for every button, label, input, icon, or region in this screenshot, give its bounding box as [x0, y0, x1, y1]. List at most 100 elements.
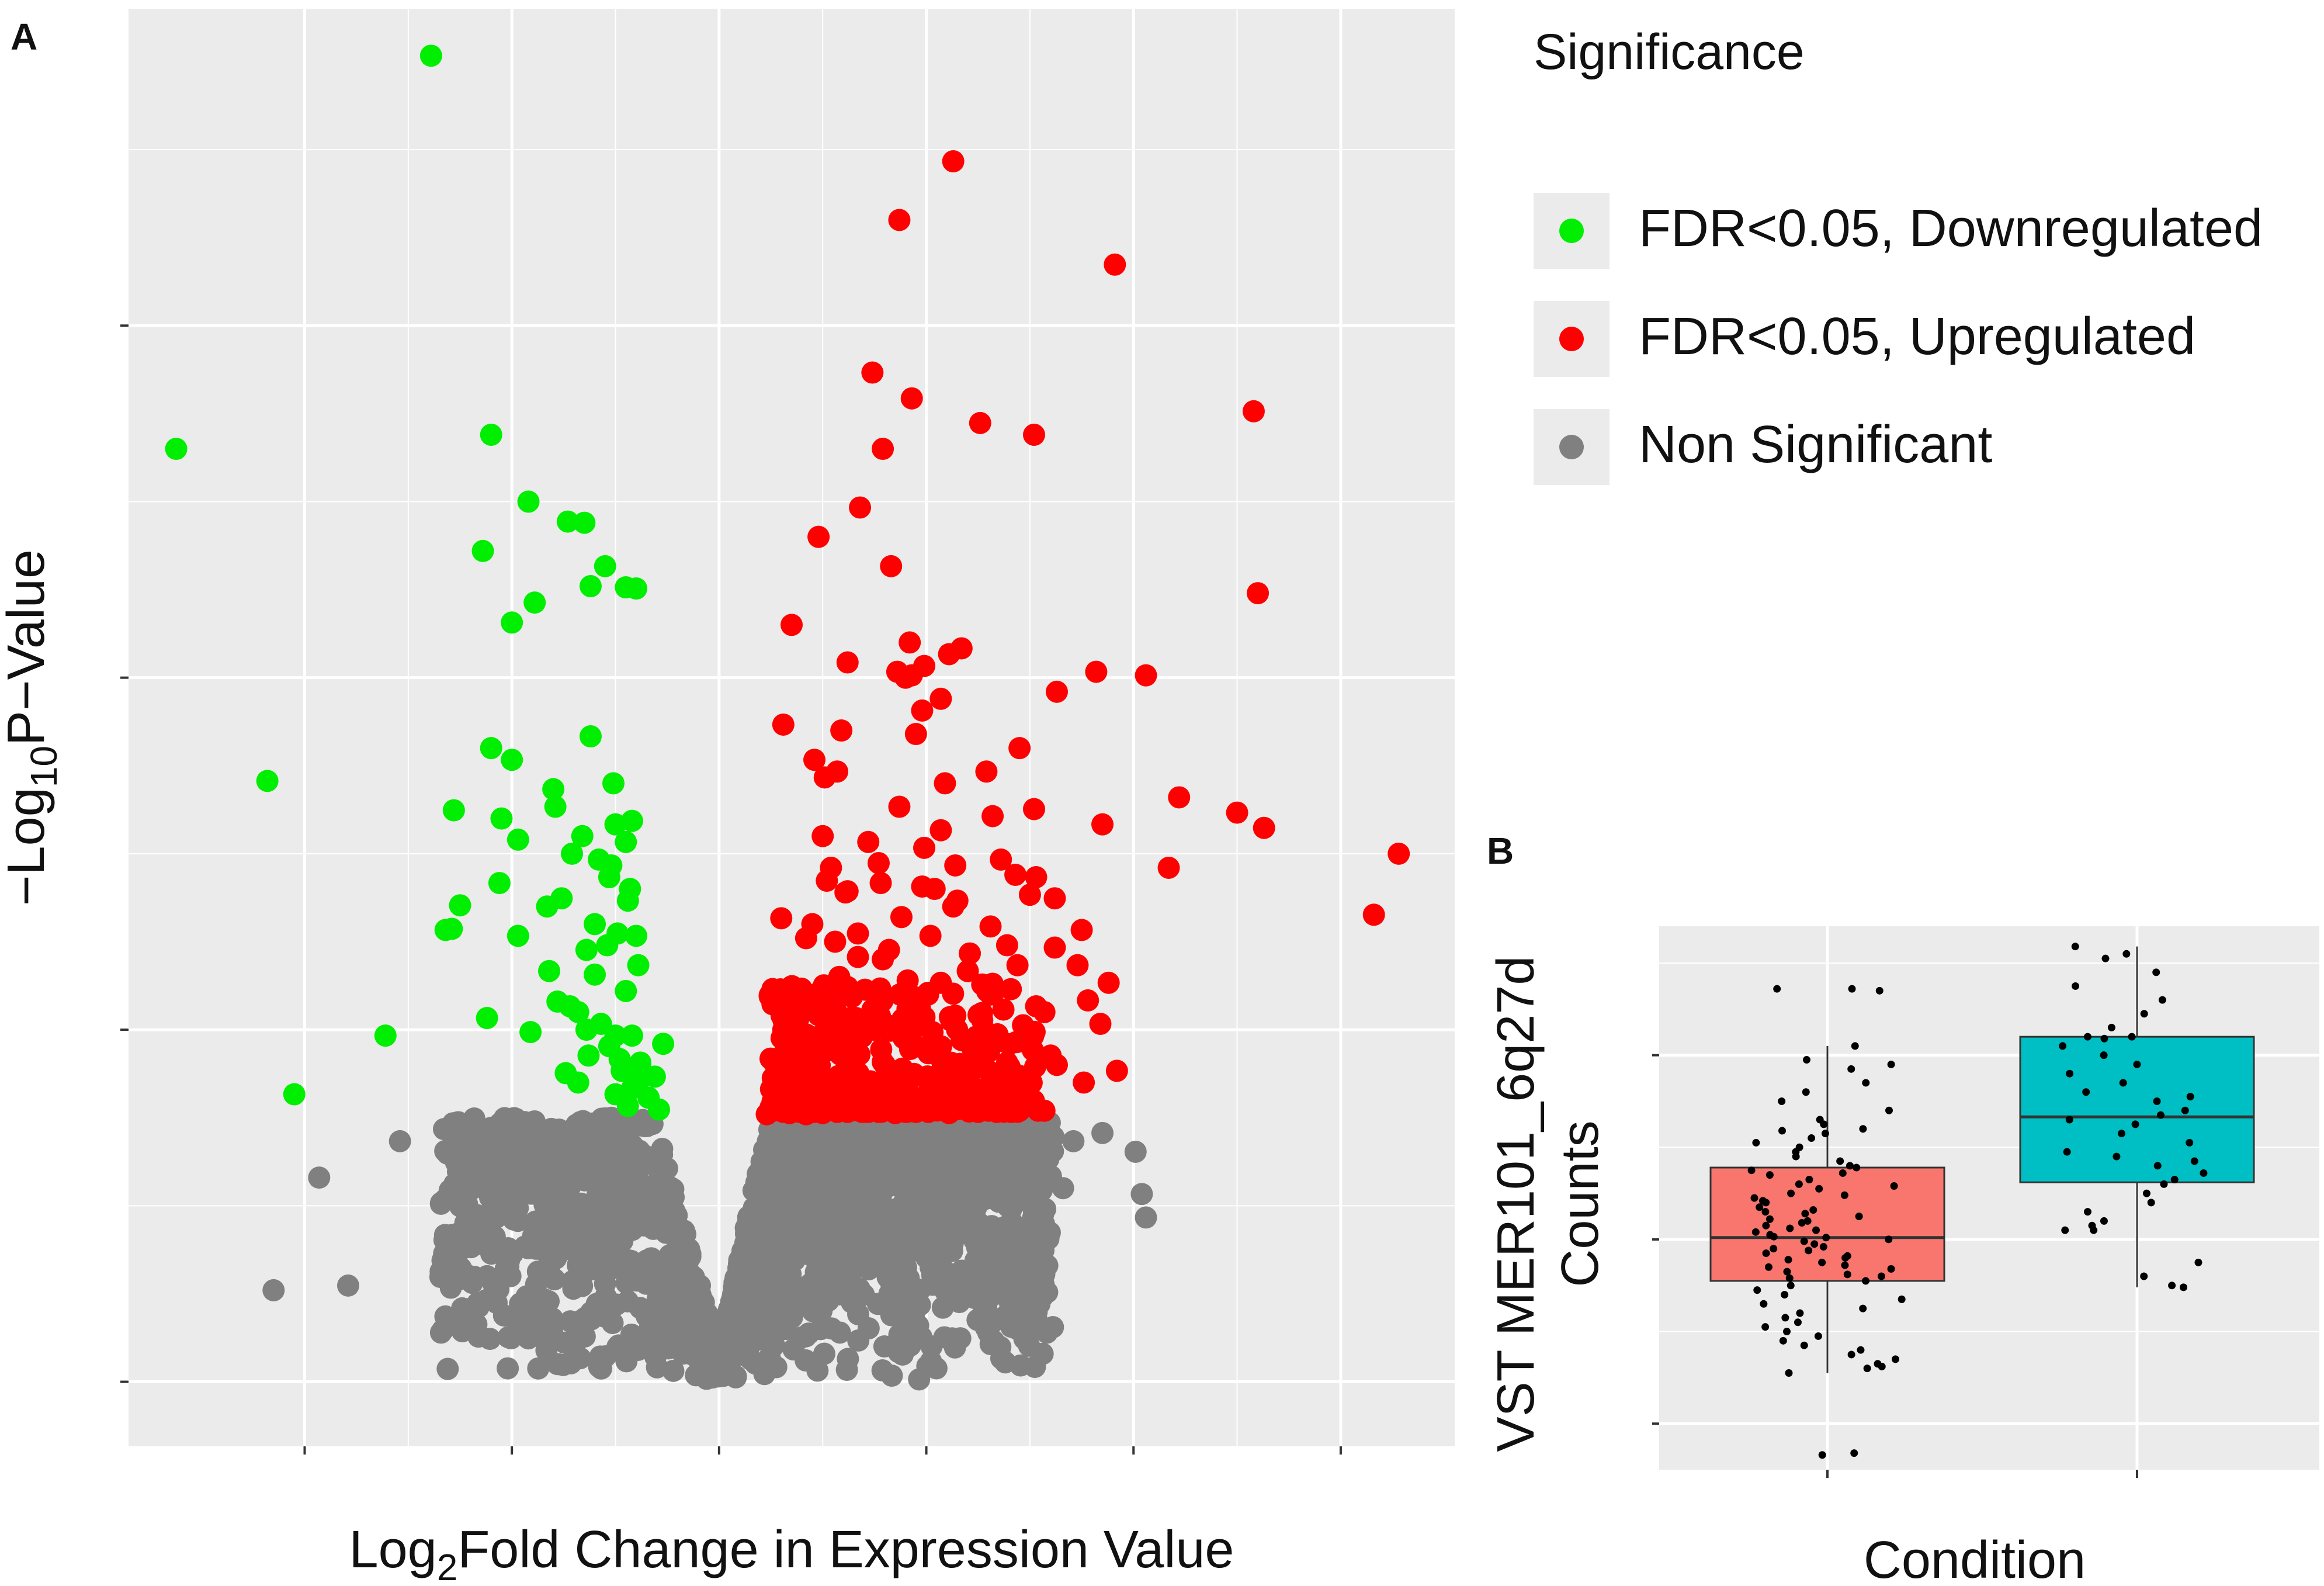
- box-point: [1770, 1245, 1778, 1253]
- box-point: [1818, 1451, 1826, 1459]
- point-non-significant: [308, 1166, 331, 1189]
- point-downregulated: [476, 1007, 498, 1030]
- point-non-significant: [1062, 1130, 1085, 1152]
- point-downregulated: [615, 979, 637, 1002]
- box-point: [1762, 1199, 1770, 1207]
- point-non-significant: [658, 1268, 681, 1290]
- point-non-significant: [546, 1241, 569, 1264]
- point-non-significant: [600, 1106, 623, 1129]
- box-point: [2186, 1093, 2194, 1101]
- point-upregulated: [861, 361, 884, 384]
- box-point: [1795, 1180, 1803, 1188]
- point-downregulated: [523, 591, 546, 614]
- point-upregulated: [807, 1004, 830, 1027]
- box-point: [2101, 954, 2110, 962]
- box-point: [2059, 1042, 2067, 1050]
- point-upregulated: [979, 1023, 1002, 1045]
- point-non-significant: [710, 1332, 733, 1355]
- point-upregulated: [900, 387, 923, 410]
- box-point: [2140, 1010, 2148, 1018]
- point-non-significant: [648, 1208, 671, 1231]
- box-point: [2133, 1060, 2141, 1068]
- point-non-significant: [1135, 1206, 1157, 1229]
- point-downregulated: [561, 842, 584, 865]
- point-non-significant: [980, 1308, 1003, 1331]
- box-point: [2156, 1111, 2165, 1119]
- point-non-significant: [941, 1233, 964, 1256]
- point-non-significant: [450, 1163, 473, 1186]
- point-upregulated: [948, 1097, 970, 1120]
- box-point: [1784, 1256, 1792, 1264]
- legend-dot-downregulated: [1559, 219, 1584, 243]
- point-upregulated: [849, 496, 872, 519]
- point-non-significant: [262, 1279, 285, 1301]
- point-non-significant: [507, 1210, 529, 1232]
- point-non-significant: [888, 1324, 911, 1346]
- point-non-significant: [584, 1152, 606, 1175]
- point-upregulated: [1085, 660, 1108, 683]
- box-point: [2160, 1180, 2168, 1188]
- point-upregulated: [929, 687, 952, 710]
- box-point: [1810, 1240, 1819, 1248]
- point-non-significant: [878, 1283, 901, 1305]
- point-upregulated: [1097, 971, 1120, 994]
- point-non-significant: [536, 1178, 559, 1201]
- point-non-significant: [529, 1324, 552, 1346]
- box-point: [1836, 1157, 1844, 1165]
- point-non-significant: [1010, 1273, 1033, 1296]
- box-point: [1853, 1163, 1861, 1172]
- point-downregulated: [575, 1019, 598, 1041]
- point-non-significant: [828, 1321, 851, 1344]
- point-non-significant: [585, 1173, 608, 1196]
- point-non-significant: [567, 1328, 589, 1351]
- point-upregulated: [886, 1081, 908, 1103]
- point-non-significant: [865, 1201, 887, 1224]
- box-point: [1809, 1206, 1817, 1214]
- point-non-significant: [513, 1111, 536, 1134]
- box-point: [2140, 1272, 2148, 1280]
- point-upregulated: [782, 1050, 804, 1072]
- point-non-significant: [979, 1333, 1002, 1356]
- point-non-significant: [813, 1342, 835, 1365]
- y-axis-ticks: [120, 324, 129, 1383]
- point-non-significant: [487, 1138, 509, 1161]
- point-non-significant: [496, 1111, 519, 1134]
- box-point: [1747, 1166, 1756, 1175]
- point-downregulated: [652, 1033, 675, 1055]
- point-non-significant: [820, 1239, 842, 1262]
- point-non-significant: [582, 1194, 605, 1217]
- point-non-significant: [962, 1195, 985, 1218]
- point-downregulated: [577, 1044, 600, 1067]
- point-non-significant: [431, 1262, 454, 1284]
- point-downregulated: [519, 1021, 542, 1044]
- box-point: [1819, 1243, 1827, 1251]
- point-upregulated: [762, 1096, 785, 1118]
- box-point: [2152, 968, 2160, 976]
- point-upregulated: [1018, 884, 1041, 906]
- box-point: [1848, 985, 1856, 993]
- point-non-significant: [814, 1155, 837, 1178]
- point-non-significant: [990, 1256, 1012, 1279]
- point-non-significant: [337, 1274, 359, 1297]
- legend-title: Significance: [1534, 24, 1805, 80]
- point-downregulated: [596, 934, 619, 957]
- volcano-plot: Log2Fold Change in Expression Value −Log…: [0, 9, 1455, 1586]
- x-axis-ticks: [303, 1446, 1342, 1455]
- box-point: [1778, 1127, 1787, 1135]
- point-non-significant: [497, 1357, 519, 1380]
- box-point: [2168, 1282, 2176, 1290]
- point-non-significant: [916, 1133, 939, 1156]
- point-downregulated: [550, 887, 573, 910]
- point-downregulated: [419, 44, 442, 67]
- box-point: [2083, 1033, 2091, 1041]
- box-point: [1859, 1304, 1867, 1313]
- point-non-significant: [990, 1218, 1012, 1241]
- box-point: [2128, 1033, 2136, 1041]
- legend-key: [1534, 193, 1610, 269]
- point-upregulated: [904, 723, 927, 746]
- point-non-significant: [543, 1268, 566, 1291]
- box-point: [1875, 986, 1884, 995]
- point-downregulated: [573, 511, 596, 534]
- point-downregulated: [538, 960, 561, 982]
- point-non-significant: [936, 1142, 959, 1165]
